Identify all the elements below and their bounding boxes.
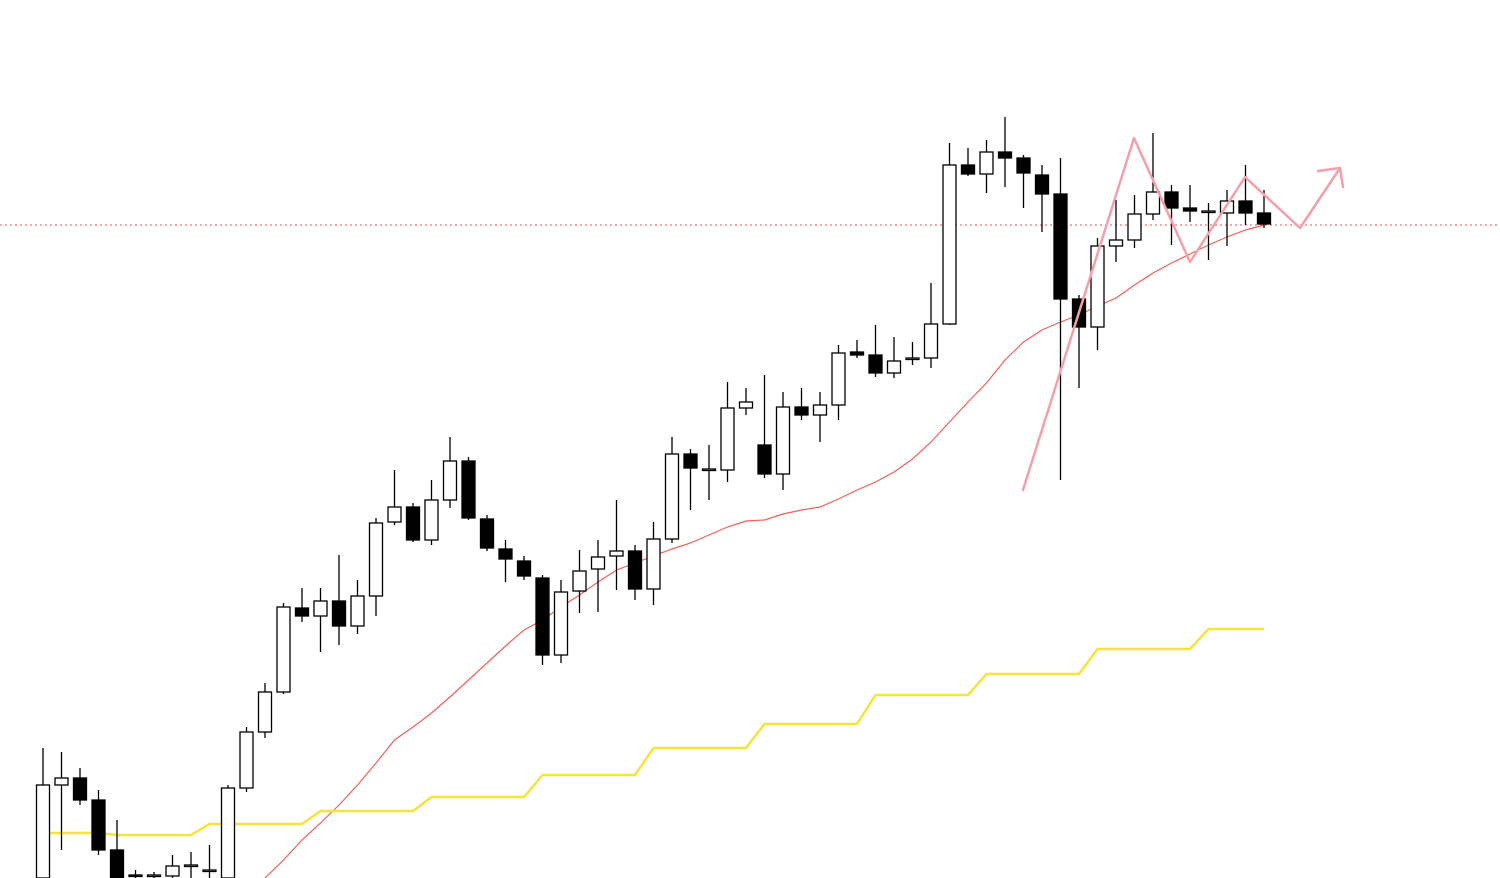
candle-body: [35, 784, 51, 878]
candle-body: [479, 518, 495, 549]
candle-body: [775, 406, 791, 475]
candle-body: [1108, 239, 1124, 247]
candle-body: [1201, 210, 1216, 214]
candle-body: [923, 323, 939, 359]
candle-body: [54, 777, 69, 786]
candle-body: [1182, 207, 1198, 212]
candle-body: [368, 522, 384, 597]
candle-body: [294, 607, 310, 617]
candle-body: [627, 550, 643, 590]
candle-body: [849, 351, 865, 356]
candle-body: [1053, 193, 1068, 300]
candle-body: [1238, 200, 1253, 214]
candle-body: [405, 506, 421, 541]
candle-body: [331, 600, 347, 627]
candle-body: [1034, 174, 1050, 195]
candle-body: [1145, 191, 1161, 215]
candle-body: [572, 570, 587, 592]
hand-drawn-zigzag: [1021, 136, 1345, 492]
zigzag-path: [1021, 136, 1342, 492]
candle-body: [461, 460, 476, 519]
candle-body: [738, 401, 754, 409]
candle-body: [220, 787, 236, 878]
candle-body: [109, 849, 125, 878]
candle-body: [442, 460, 458, 501]
candle-body: [535, 577, 550, 656]
candle-body: [794, 406, 809, 416]
candle-body: [960, 164, 976, 175]
candle-body: [905, 357, 920, 361]
candle-body: [72, 777, 88, 801]
candle-body: [997, 151, 1013, 159]
candle-body: [590, 556, 606, 570]
candle-body: [276, 606, 291, 693]
candle-body: [609, 550, 624, 557]
candle-body: [979, 151, 994, 175]
candle-body: [683, 453, 698, 469]
candle-body: [664, 453, 680, 540]
candle-body: [239, 731, 254, 789]
candle-body: [720, 407, 735, 471]
candle-body: [812, 404, 828, 416]
candle-body: [1090, 245, 1105, 328]
candle-body: [313, 600, 328, 617]
candle-body: [424, 499, 439, 541]
candle-body: [387, 506, 402, 523]
candle-body: [701, 468, 717, 472]
candle-body: [350, 595, 365, 627]
indicator-line: [264, 224, 1265, 878]
candle-body: [257, 691, 273, 733]
candle-body: [202, 869, 217, 873]
candle-body: [146, 874, 162, 878]
candle-body: [1256, 212, 1272, 225]
arrow-head: [1316, 166, 1345, 189]
candle-body: [553, 591, 569, 656]
candle-body: [1127, 213, 1142, 241]
candle-body: [498, 548, 513, 560]
candle-body: [646, 538, 661, 590]
candle-body: [165, 865, 180, 877]
candle-body: [886, 360, 902, 374]
candle-body: [757, 444, 772, 475]
candle-body: [942, 164, 957, 325]
candle-body: [91, 799, 106, 851]
candle-body: [1164, 191, 1179, 209]
candle-body: [868, 354, 883, 374]
candle-body: [128, 874, 143, 878]
candle-body: [183, 864, 199, 868]
candle-body: [1016, 157, 1031, 174]
candle-body: [831, 352, 846, 406]
indicator-line: [43, 627, 1264, 837]
candle-body: [516, 560, 532, 577]
